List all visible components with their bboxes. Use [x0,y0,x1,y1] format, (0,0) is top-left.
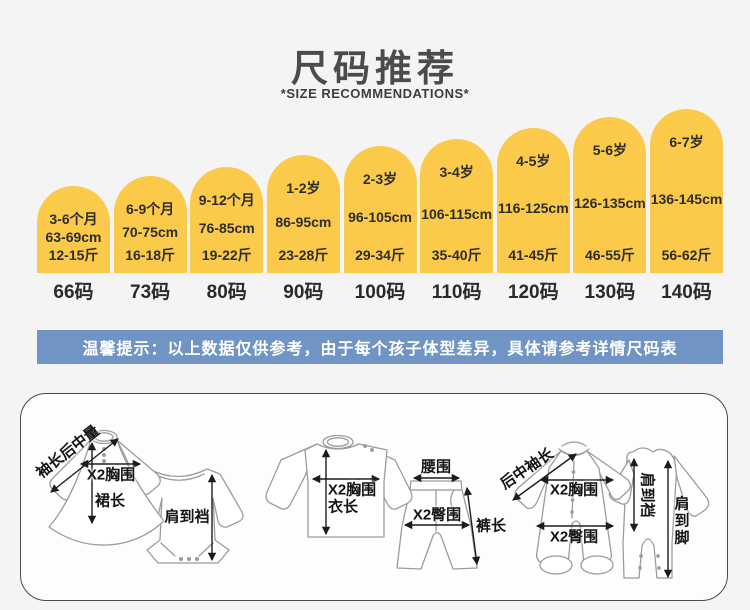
size-column: 4-5岁 116-125cm 41-45斤 120码 [496,128,570,305]
size-column: 3-6个月 63-69cm 12-15斤 66码 [37,186,110,305]
label-romper-shoulder-foot: 肩到脚 [672,495,690,547]
label-bodysuit-shoulder-crotch: 肩到裆 [164,508,210,526]
weight-range: 35-40斤 [431,247,482,264]
height-range: 126-135cm [574,194,646,211]
size-code: 140码 [661,281,712,303]
label-top-chest: X2胸围 [327,481,377,499]
label-top-length: 衣长 [327,498,359,516]
size-code: 73码 [130,281,171,303]
size-code: 90码 [283,281,324,303]
size-pill: 1-2岁 86-95cm 23-28斤 [266,155,340,273]
height-range: 136-145cm [650,190,723,207]
size-pill: 3-6个月 63-69cm 12-15斤 [37,186,110,273]
page-subtitle: *SIZE RECOMMENDATIONS* [280,86,470,101]
height-range: 86-95cm [275,213,332,230]
weight-range: 19-22斤 [201,247,252,264]
size-code: 66码 [53,281,94,303]
size-column: 3-4岁 106-115cm 35-40斤 110码 [420,139,494,305]
label-skirt-length: 裙长 [94,492,126,510]
size-pill: 5-6岁 126-135cm 46-55斤 [573,117,647,273]
label-romper-shoulder-crotch: 肩到裆 [638,472,656,518]
label-romper-chest: X2胸围 [549,481,599,499]
label-waist: 腰围 [420,458,452,476]
size-code: 120码 [507,281,559,303]
height-range: 70-75cm [122,224,179,241]
weight-range: 16-18斤 [125,247,176,264]
height-range: 76-85cm [198,219,255,236]
warm-tip-banner: 温馨提示：以上数据仅供参考，由于每个孩子体型差异，具体请参考详情尺码表 [37,330,723,364]
size-column: 6-9个月 70-75cm 16-18斤 73码 [113,176,187,305]
size-column: 9-12个月 76-85cm 19-22斤 80码 [190,167,264,305]
size-code: 130码 [584,281,636,303]
height-range: 63-69cm [45,229,102,246]
label-dress-chest: X2胸围 [86,466,136,484]
size-column: 5-6岁 126-135cm 46-55斤 130码 [573,117,647,305]
pants-waistband [409,480,463,491]
romper-foot-right [580,555,614,575]
page-title: 尺码推荐 [291,48,459,89]
pants-outline [396,489,478,570]
height-range: 96-105cm [348,209,412,226]
age-range: 6-7岁 [669,134,704,150]
age-range: 6-9个月 [126,201,175,217]
weight-range: 29-34斤 [355,247,405,264]
age-range: 9-12个月 [198,192,255,208]
arrow-pants-length [463,486,481,566]
weight-range: 23-28斤 [278,247,329,264]
weight-range: 41-45斤 [508,247,559,264]
height-range: 116-125cm [497,200,569,217]
weight-range: 56-62斤 [661,247,712,264]
size-chart: 3-6个月 63-69cm 12-15斤 66码 6-9个月 70-75cm 1… [37,109,723,305]
age-range: 5-6岁 [592,142,627,158]
size-column: 6-7岁 136-145cm 56-62斤 140码 [650,109,723,305]
weight-range: 12-15斤 [48,247,99,264]
size-code: 110码 [431,281,482,303]
size-column: 2-3岁 96-105cm 29-34斤 100码 [343,146,417,305]
garment-line-art [48,429,710,579]
age-range: 3-4岁 [439,164,474,180]
size-pill: 6-9个月 70-75cm 16-18斤 [113,176,187,273]
measurement-diagram-box: 袖长后中量 X2胸围 裙长 肩到裆 X2胸围 衣长 腰围 X2臀围 裤长 后中袖… [20,393,728,601]
size-pill: 4-5岁 116-125cm 41-45斤 [496,128,570,273]
age-range: 2-3岁 [362,171,398,187]
size-pill: 3-4岁 106-115cm 35-40斤 [420,139,494,273]
size-pill: 2-3岁 96-105cm 29-34斤 [343,146,417,273]
size-code: 100码 [354,281,406,303]
age-range: 4-5岁 [516,153,551,169]
label-pants-length: 裤长 [475,517,507,535]
romper-front-right-sleeve [586,450,631,501]
size-pill: 9-12个月 76-85cm 19-22斤 [190,167,264,273]
size-pill: 6-7岁 136-145cm 56-62斤 [650,109,723,273]
weight-range: 46-55斤 [584,247,635,264]
romper-back-right-sleeve [673,455,710,517]
label-hip: X2臀围 [412,506,462,524]
age-range: 1-2岁 [286,180,321,196]
size-code: 80码 [206,281,247,303]
label-romper-hip: X2臀围 [549,528,599,546]
romper-foot-left [539,555,573,575]
size-column: 1-2岁 86-95cm 23-28斤 90码 [266,155,340,305]
height-range: 106-115cm [421,205,493,222]
age-range: 3-6个月 [49,211,98,227]
top-left-sleeve [265,443,318,510]
